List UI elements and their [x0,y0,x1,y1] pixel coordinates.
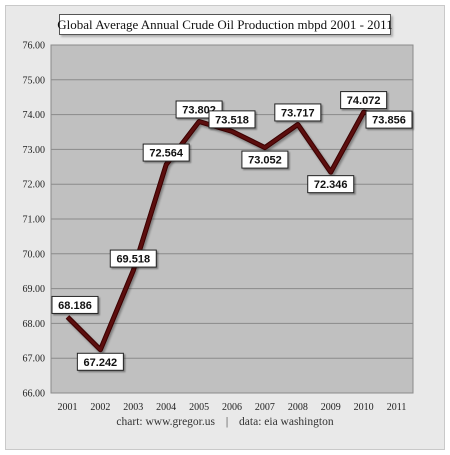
data-label: 74.072 [340,91,388,110]
data-label-text: 73.717 [281,107,315,119]
data-label: 69.518 [109,249,157,268]
data-label-box [76,352,124,371]
data-label-text: 73.802 [182,104,216,116]
y-tick-label: 67.00 [23,354,46,365]
data-label-text: 67.242 [84,357,118,369]
data-label-box [340,91,388,110]
x-tick-label: 2004 [156,402,176,413]
data-label-box [241,150,289,169]
x-tick-label: 2003 [123,402,143,413]
data-label-text: 68.186 [58,300,92,312]
x-tick-label: 2007 [255,402,275,413]
data-label-box [51,295,99,314]
data-label-text: 74.072 [347,95,381,107]
data-label: 73.052 [241,150,289,169]
data-label-box [142,143,190,162]
data-label-box [365,110,413,129]
x-tick-label: 2002 [90,402,110,413]
data-label-text: 69.518 [116,254,150,266]
y-tick-label: 74.00 [23,110,46,121]
data-label-text: 72.346 [314,179,348,191]
y-tick-label: 73.00 [23,145,46,156]
x-tick-label: 2006 [222,402,242,413]
data-label: 73.518 [208,110,256,129]
data-label-box [274,103,322,122]
data-label-text: 72.564 [149,148,184,160]
data-label: 72.346 [307,175,355,194]
y-tick-label: 68.00 [23,319,46,330]
y-tick-label: 71.00 [23,215,46,226]
y-tick-label: 70.00 [23,249,46,260]
x-tick-label: 2001 [57,402,77,413]
chart-footer: chart: www.gregor.us | data: eia washing… [0,416,450,428]
data-label: 68.186 [51,295,99,314]
y-tick-label: 75.00 [23,75,46,86]
x-tick-label: 2010 [354,402,374,413]
data-label: 67.242 [76,352,124,371]
data-label: 73.856 [365,110,413,129]
x-axis-tick-labels: 2001 2002 2003 2004 2005 2006 2007 2008 2009 2010… [57,402,406,413]
y-tick-label: 69.00 [23,284,46,295]
chart-title: Global Average Annual Crude Oil Producti… [57,14,393,35]
y-tick-label: 76.00 [23,41,46,52]
y-tick-label: 66.00 [23,389,46,400]
data-label-text: 73.052 [248,155,282,167]
x-tick-label: 2005 [189,402,209,413]
y-tick-label: 72.00 [23,180,46,191]
data-label: 73.717 [274,103,322,122]
data-label-text: 73.518 [215,114,249,126]
data-label-box [307,175,355,194]
footer-separator: | [225,416,229,428]
data-label-box [208,110,256,129]
series-line-path [66,110,397,352]
x-tick-label: 2008 [288,402,308,413]
y-axis-tick-labels: 66.00 67.00 68.00 69.00 70.00 71.00 72.00 73.00… [23,41,46,400]
x-tick-label: 2009 [321,402,341,413]
data-label-text: 73.856 [372,115,406,127]
data-label-box [109,249,157,268]
data-label: 72.564 [142,143,190,162]
data-credit: data: eia washington [239,416,334,428]
x-tick-label: 2011 [387,402,407,413]
chart-credit: chart: www.gregor.us [116,416,215,428]
series-line [65,109,398,353]
